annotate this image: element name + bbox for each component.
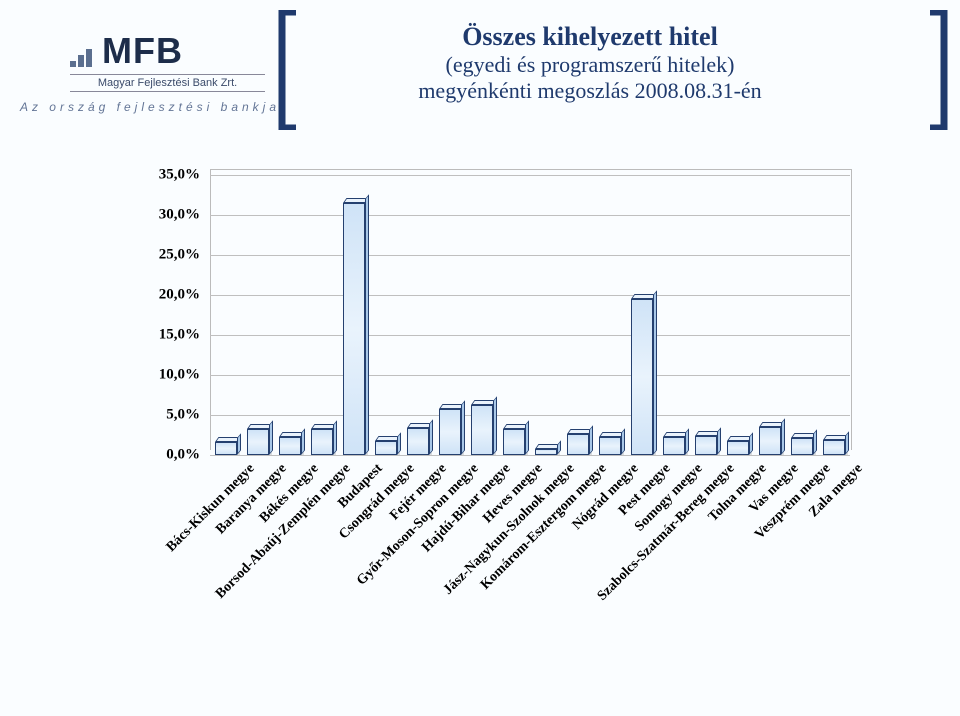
bar [567, 434, 589, 455]
bar [471, 405, 493, 455]
gridline [210, 295, 850, 296]
chart-plot-area [210, 175, 850, 456]
logo-block: MFB Magyar Fejlesztési Bank Zrt. [70, 30, 290, 92]
bar [599, 437, 621, 455]
bar [503, 429, 525, 455]
bar [439, 409, 461, 455]
bar [663, 437, 685, 455]
bar [279, 437, 301, 455]
bar [823, 440, 845, 455]
logo-tagline: Az ország fejlesztési bankja [0, 100, 300, 114]
bar [535, 449, 557, 455]
y-tick-label: 15,0% [140, 327, 200, 344]
title-line-2: (egyedi és programszerű hitelek) [300, 52, 880, 78]
gridline [210, 415, 850, 416]
logo-subtitle: Magyar Fejlesztési Bank Zrt. [70, 74, 265, 92]
bar-chart: 0,0%5,0%10,0%15,0%20,0%25,0%30,0%35,0% B… [140, 175, 860, 485]
bar [247, 429, 269, 455]
bar [791, 438, 813, 455]
y-tick-label: 35,0% [140, 167, 200, 184]
y-tick-label: 5,0% [140, 407, 200, 424]
gridline [210, 255, 850, 256]
gridline [210, 455, 850, 456]
right-bracket-icon [922, 10, 952, 130]
bar [375, 441, 397, 455]
bar [343, 203, 365, 455]
bar [311, 429, 333, 455]
y-tick-label: 10,0% [140, 367, 200, 384]
bar [215, 442, 237, 455]
bar [407, 428, 429, 455]
gridline [210, 175, 850, 176]
logo-text: MFB [102, 30, 183, 72]
bar [695, 436, 717, 455]
y-tick-label: 0,0% [140, 447, 200, 464]
gridline [210, 375, 850, 376]
title-line-1: Összes kihelyezett hitel [300, 22, 880, 52]
bar [759, 427, 781, 455]
bar [727, 441, 749, 455]
logo-bars-icon [70, 49, 94, 72]
gridline [210, 215, 850, 216]
y-tick-label: 25,0% [140, 247, 200, 264]
title-line-3: megyénkénti megoszlás 2008.08.31-én [300, 78, 880, 104]
bar [631, 299, 653, 455]
chart-title: Összes kihelyezett hitel (egyedi és prog… [300, 22, 880, 104]
gridline [210, 335, 850, 336]
y-tick-label: 30,0% [140, 207, 200, 224]
y-tick-label: 20,0% [140, 287, 200, 304]
